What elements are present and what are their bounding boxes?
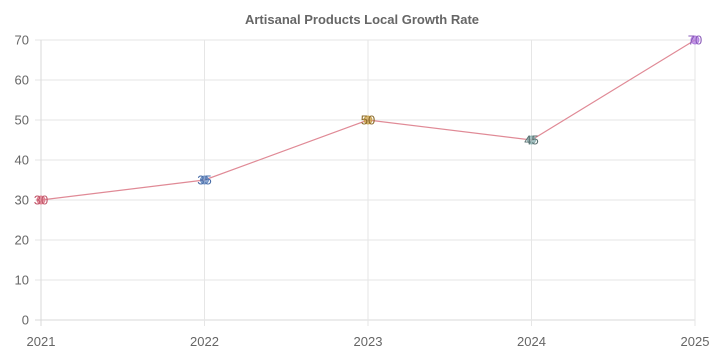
y-tick-label: 0 — [22, 313, 29, 328]
data-point[interactable] — [200, 175, 209, 185]
axes: 0 10 20 30 40 50 60 70 2021 2022 2023 2024 2025 — [15, 33, 710, 347]
y-tick-label: 60 — [15, 73, 29, 88]
y-tick-label: 40 — [15, 153, 29, 168]
data-labels: 30 35 50 45 70 — [34, 33, 702, 208]
data-label: 70 — [688, 33, 702, 48]
x-tick-label: 2023 — [354, 334, 383, 347]
chart-title: Artisanal Products Local Growth Rate — [245, 12, 479, 27]
y-tick-label: 50 — [15, 113, 29, 128]
x-tick-label: 2022 — [190, 334, 219, 347]
y-tick-label: 20 — [15, 233, 29, 248]
data-label: 35 — [197, 173, 211, 188]
data-label: 50 — [361, 113, 375, 128]
data-label: 30 — [34, 193, 48, 208]
data-label: 45 — [524, 133, 538, 148]
x-tick-label: 2024 — [517, 334, 546, 347]
series-layer — [36, 35, 700, 205]
y-tick-label: 10 — [15, 273, 29, 288]
data-point[interactable] — [363, 115, 373, 125]
data-point[interactable] — [36, 195, 46, 205]
y-tick-label: 70 — [15, 33, 29, 48]
x-tick-label: 2021 — [27, 334, 56, 347]
data-point[interactable] — [690, 35, 700, 45]
grid — [35, 39, 696, 326]
x-tick-label: 2025 — [681, 334, 710, 347]
data-point[interactable] — [527, 135, 536, 145]
y-tick-label: 30 — [15, 193, 29, 208]
